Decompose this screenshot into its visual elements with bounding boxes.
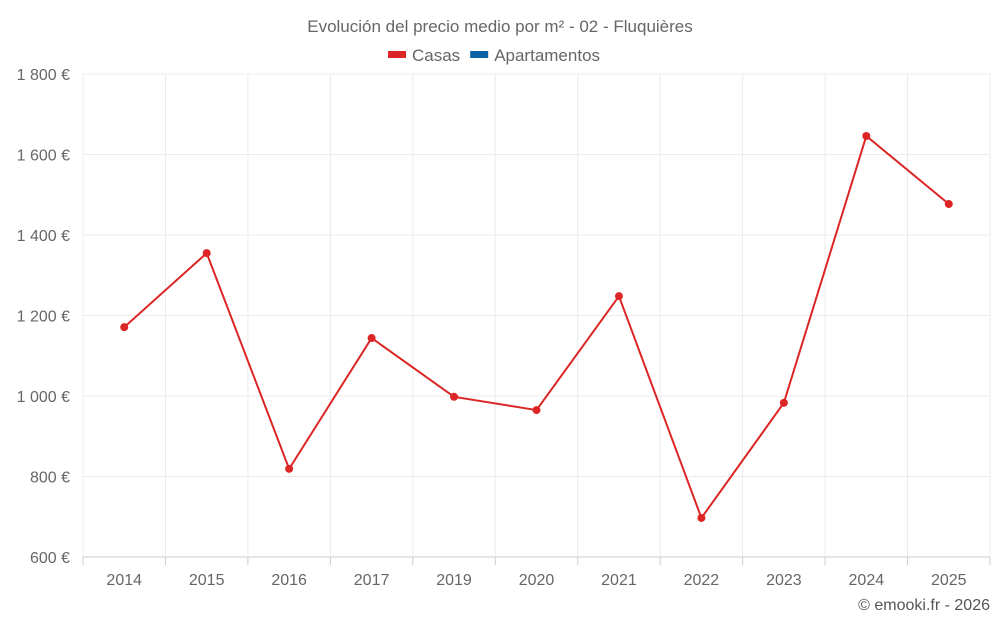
x-tick-label: 2024 (849, 572, 885, 589)
data-point (450, 392, 459, 401)
data-point (532, 406, 541, 415)
y-tick-label: 1 200 € (17, 309, 70, 326)
grid (82, 73, 991, 558)
legend-label: Apartamentos (494, 46, 600, 65)
data-point (202, 249, 211, 258)
x-tick-label: 2023 (766, 572, 802, 589)
chart-title: Evolución del precio medio por m² - 02 -… (307, 17, 693, 36)
x-tick-label: 2017 (354, 572, 390, 589)
y-axis: 600 € 800 € 1 000 € 1 200 € 1 400 € 1 600 € 1 … (17, 67, 70, 567)
legend-swatch (388, 51, 406, 58)
data-point (285, 464, 294, 473)
data-point (862, 131, 871, 140)
x-tick-label: 2019 (436, 572, 472, 589)
x-axis: 2014 2015 2016 2017 2019 2020 2021 2022 2023 2024… (82, 557, 991, 589)
data-point (367, 334, 376, 343)
legend: Casas Apartamentos (388, 46, 600, 65)
data-point (779, 398, 788, 407)
x-tick-label: 2020 (519, 572, 555, 589)
y-tick-label: 600 € (30, 550, 70, 567)
data-point (120, 323, 129, 332)
data-point (697, 513, 706, 522)
data-point (614, 292, 623, 301)
series (120, 131, 953, 522)
y-tick-label: 800 € (30, 470, 70, 487)
x-tick-label: 2016 (271, 572, 307, 589)
x-tick-label: 2014 (106, 572, 142, 589)
y-tick-label: 1 600 € (17, 148, 70, 165)
x-tick-label: 2015 (189, 572, 225, 589)
y-tick-label: 1 800 € (17, 67, 70, 84)
x-tick-label: 2022 (684, 572, 720, 589)
x-tick-label: 2025 (931, 572, 967, 589)
data-point (944, 200, 953, 209)
y-tick-label: 1 400 € (17, 228, 70, 245)
credit-text: © emooki.fr - 2026 (858, 597, 990, 614)
legend-label: Casas (412, 46, 460, 65)
x-tick-label: 2021 (601, 572, 637, 589)
legend-swatch (470, 51, 489, 58)
y-tick-label: 1 000 € (17, 389, 70, 406)
